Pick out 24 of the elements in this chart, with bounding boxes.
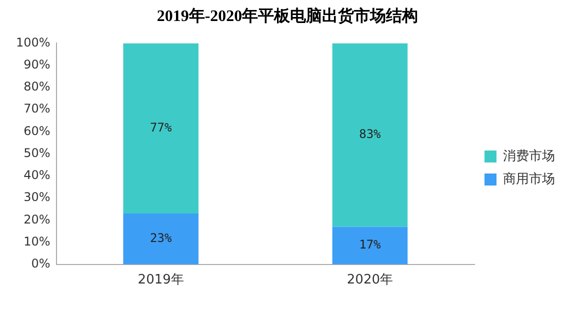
y-tick-label: 90% — [24, 57, 50, 72]
y-tick-label: 10% — [24, 234, 50, 248]
y-tick-label: 100% — [16, 35, 50, 50]
data-label: 83% — [359, 127, 382, 142]
y-tick-label: 60% — [24, 124, 50, 138]
y-tick-label: 20% — [24, 212, 50, 226]
data-label: 23% — [150, 231, 172, 246]
bar — [123, 43, 198, 214]
y-tick-label: 50% — [24, 146, 50, 160]
bar — [123, 214, 198, 264]
legend-label: 商用市场 — [503, 172, 555, 187]
y-tick-label: 30% — [24, 190, 50, 204]
bar — [332, 226, 408, 264]
data-label: 17% — [359, 238, 382, 252]
y-tick-label: 80% — [24, 80, 50, 94]
legend-label: 消费市场 — [503, 148, 555, 164]
y-tick-label: 0% — [31, 256, 50, 271]
data-label: 77% — [150, 120, 172, 134]
y-tick-label: 40% — [24, 168, 50, 182]
chart-title: 2019年-2020年平板电脑出货市场结构 — [156, 6, 420, 27]
x-tick-label: 2019年 — [138, 272, 184, 288]
bar — [332, 43, 408, 227]
y-tick-label: 70% — [24, 102, 50, 116]
x-tick-label: 2020年 — [346, 272, 393, 288]
